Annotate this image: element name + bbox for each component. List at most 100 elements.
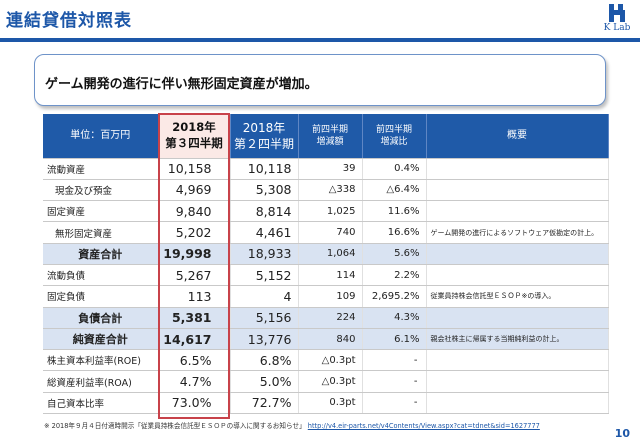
row-label: 自己資本比率	[43, 392, 159, 415]
prev-year-label: 2018年	[242, 120, 286, 135]
change-amount-value: 114	[298, 264, 363, 287]
ratio-header-line1: 前四半期	[375, 124, 412, 135]
change-amount-value: 1,025	[298, 200, 363, 223]
change-header-line1: 前四半期	[311, 124, 348, 135]
table-row: 負債合計 5,381 5,156 224 4.3%	[43, 307, 609, 329]
current-quarter-value: 6.5%	[158, 349, 231, 372]
row-note: 親会社株主に帰属する当期純利益の計上。	[426, 328, 609, 351]
change-amount-value: 109	[298, 285, 363, 308]
current-quarter-value: 5,381	[158, 307, 231, 329]
table-row: 無形固定資産 5,202 4,461 740 16.6% ゲーム開発の進行によるソフトウェ…	[43, 221, 609, 244]
current-quarter-value: 4.7%	[158, 370, 231, 393]
previous-quarter-value: 13,776	[230, 328, 299, 351]
previous-quarter-value: 5.0%	[230, 370, 299, 393]
previous-quarter-header: 2018年 第２四半期	[230, 114, 299, 159]
row-label: 流動資産	[43, 158, 159, 180]
previous-quarter-value: 5,156	[230, 307, 299, 329]
previous-quarter-value: 6.8%	[230, 349, 299, 372]
current-quarter-value: 19,998	[158, 243, 231, 265]
table-row: 資産合計 19,998 18,933 1,064 5.6%	[43, 243, 609, 265]
table-row: 自己資本比率 73.0% 72.7% 0.3pt -	[43, 392, 609, 415]
current-quarter-value: 4,969	[158, 179, 231, 202]
change-ratio-value: 5.6%	[362, 243, 427, 265]
footnote-text: ※ 2018年９月４日付適時開示「従業員持株会信託型ＥＳＯＰの導入に関するお知ら…	[44, 422, 306, 430]
change-amount-value: 39	[298, 158, 363, 180]
table-row: 純資産合計 14,617 13,776 840 6.1% 親会社株主に帰属する当期純利益の…	[43, 328, 609, 351]
row-note	[426, 264, 609, 287]
row-label: 現金及び預金	[43, 179, 159, 202]
row-note	[426, 158, 609, 180]
change-amount-value: 224	[298, 307, 363, 329]
balance-sheet-table: 単位：百万円 2018年 第３四半期 2018年 第２四半期 前四半期 増減額 …	[43, 114, 609, 415]
row-note	[426, 200, 609, 223]
current-quarter-value: 9,840	[158, 200, 231, 223]
row-label: 純資産合計	[43, 328, 159, 351]
row-label: 株主資本利益率(ROE)	[43, 349, 159, 372]
row-label: 負債合計	[43, 307, 159, 329]
klab-logo-icon	[609, 4, 625, 22]
row-note	[426, 307, 609, 329]
change-ratio-value: 6.1%	[362, 328, 427, 351]
row-label: 総資産利益率(ROA)	[43, 370, 159, 393]
previous-quarter-value: 72.7%	[230, 392, 299, 415]
table-header-row: 単位：百万円 2018年 第３四半期 2018年 第２四半期 前四半期 増減額 …	[43, 114, 609, 159]
row-note	[426, 370, 609, 393]
footnote: ※ 2018年９月４日付適時開示「従業員持株会信託型ＥＳＯＰの導入に関するお知ら…	[44, 420, 540, 430]
previous-quarter-value: 18,933	[230, 243, 299, 265]
footnote-link[interactable]: http://v4.eir-parts.net/v4Contents/View.…	[307, 422, 540, 430]
current-quarter-value: 14,617	[158, 328, 231, 351]
page-number: 10	[614, 427, 630, 440]
klab-logo: K Lab	[600, 4, 634, 38]
change-ratio-value: 11.6%	[362, 200, 427, 223]
previous-quarter-value: 4	[230, 285, 299, 308]
current-year-label: 2018年	[172, 120, 216, 135]
change-amount-value: 740	[298, 221, 363, 244]
unit-header: 単位：百万円	[43, 114, 159, 159]
current-quarter-value: 5,267	[158, 264, 231, 287]
change-header-line2: 増減額	[316, 136, 344, 147]
row-label: 流動負債	[43, 264, 159, 287]
row-note: ゲーム開発の進行によるソフトウェア仮勘定の計上。	[426, 221, 609, 244]
row-note	[426, 179, 609, 202]
change-amount-value: △338	[298, 179, 363, 202]
current-quarter-value: 10,158	[158, 158, 231, 180]
row-note: 従業員持株会信託型ＥＳＯＰ※の導入。	[426, 285, 609, 308]
table-row: 固定負債 113 4 109 2,695.2% 従業員持株会信託型ＥＳＯＰ※の導入。	[43, 285, 609, 308]
title-rule	[0, 38, 640, 42]
headline-box: ゲーム開発の進行に伴い無形固定資産が増加。	[34, 54, 606, 106]
prev-quarter-label: 第２四半期	[233, 136, 294, 151]
table-row: 現金及び預金 4,969 5,308 △338 △6.4%	[43, 179, 609, 202]
change-ratio-value: 16.6%	[362, 221, 427, 244]
change-ratio-value: 2,695.2%	[362, 285, 427, 308]
change-ratio-value: 4.3%	[362, 307, 427, 329]
table-row: 総資産利益率(ROA) 4.7% 5.0% △0.3pt -	[43, 370, 609, 393]
headline-text: ゲーム開発の進行に伴い無形固定資産が増加。	[45, 77, 318, 92]
row-label: 固定負債	[43, 285, 159, 308]
previous-quarter-value: 5,152	[230, 264, 299, 287]
notes-header: 概要	[426, 114, 609, 159]
change-ratio-value: -	[362, 370, 427, 393]
row-note	[426, 392, 609, 415]
table-row: 流動負債 5,267 5,152 114 2.2%	[43, 264, 609, 287]
ratio-header-line2: 増減比	[380, 136, 408, 147]
previous-quarter-value: 4,461	[230, 221, 299, 244]
current-quarter-header: 2018年 第３四半期	[158, 114, 231, 159]
change-amount-value: 0.3pt	[298, 392, 363, 415]
change-ratio-value: -	[362, 349, 427, 372]
row-label: 固定資産	[43, 200, 159, 223]
change-ratio-header: 前四半期 増減比	[362, 114, 427, 159]
previous-quarter-value: 10,118	[230, 158, 299, 180]
change-amount-header: 前四半期 増減額	[298, 114, 363, 159]
logo-text: K Lab	[603, 23, 631, 33]
current-quarter-value: 73.0%	[158, 392, 231, 415]
table-row: 固定資産 9,840 8,814 1,025 11.6%	[43, 200, 609, 223]
change-ratio-value: △6.4%	[362, 179, 427, 202]
change-amount-value: 840	[298, 328, 363, 351]
change-amount-value: 1,064	[298, 243, 363, 265]
row-label: 資産合計	[43, 243, 159, 265]
current-quarter-value: 5,202	[158, 221, 231, 244]
row-note	[426, 349, 609, 372]
change-ratio-value: 0.4%	[362, 158, 427, 180]
change-ratio-value: -	[362, 392, 427, 415]
row-note	[426, 243, 609, 265]
